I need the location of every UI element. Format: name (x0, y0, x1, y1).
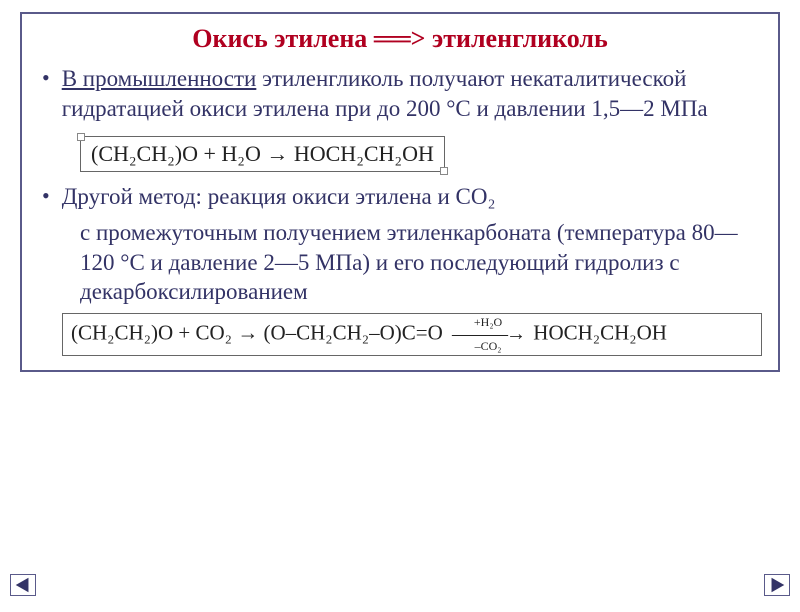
nav-next-button[interactable] (764, 574, 790, 596)
formula-2-right: HOCH₂CH₂OH (533, 321, 667, 345)
formula-2: (CH₂CH₂)O + CO₂ → (O–CH₂CH₂–O)C=O +H₂O —… (62, 313, 762, 356)
formula-1: (CH₂CH₂)O + H₂O → HOCH₂CH₂OH (80, 136, 445, 172)
slide-title: Окись этилена ══> этиленгликоль (40, 24, 760, 54)
title-right: этиленгликоль (432, 24, 608, 53)
bullet-1: • В промышленности этиленгликоль получаю… (40, 64, 760, 124)
triangle-right-icon (765, 575, 789, 595)
paragraph-continuation: с промежуточным получением этиленкарбона… (80, 218, 760, 308)
formula-2-left: (CH₂CH₂)O + CO₂ → (O–CH₂CH₂–O)C=O (71, 321, 443, 345)
title-arrow: ══> (374, 24, 426, 53)
bullet-marker-icon: • (42, 182, 50, 210)
bullet-1-lead: В промышленности (62, 66, 257, 91)
slide-frame: Окись этилена ══> этиленгликоль • В пром… (20, 12, 780, 372)
triangle-left-icon (11, 575, 35, 595)
bullet-2: • Другой метод: реакция окиси этилена и … (40, 182, 760, 212)
bullet-marker-icon: • (42, 64, 50, 92)
title-left: Окись этилена (192, 24, 367, 53)
nav-prev-button[interactable] (10, 574, 36, 596)
bullet-2-text: Другой метод: реакция окиси этилена и CO… (62, 182, 496, 212)
bullet-1-text: В промышленности этиленгликоль получают … (62, 64, 760, 124)
formula-2-arrow: +H₂O ———→ –CO₂ (452, 318, 524, 351)
